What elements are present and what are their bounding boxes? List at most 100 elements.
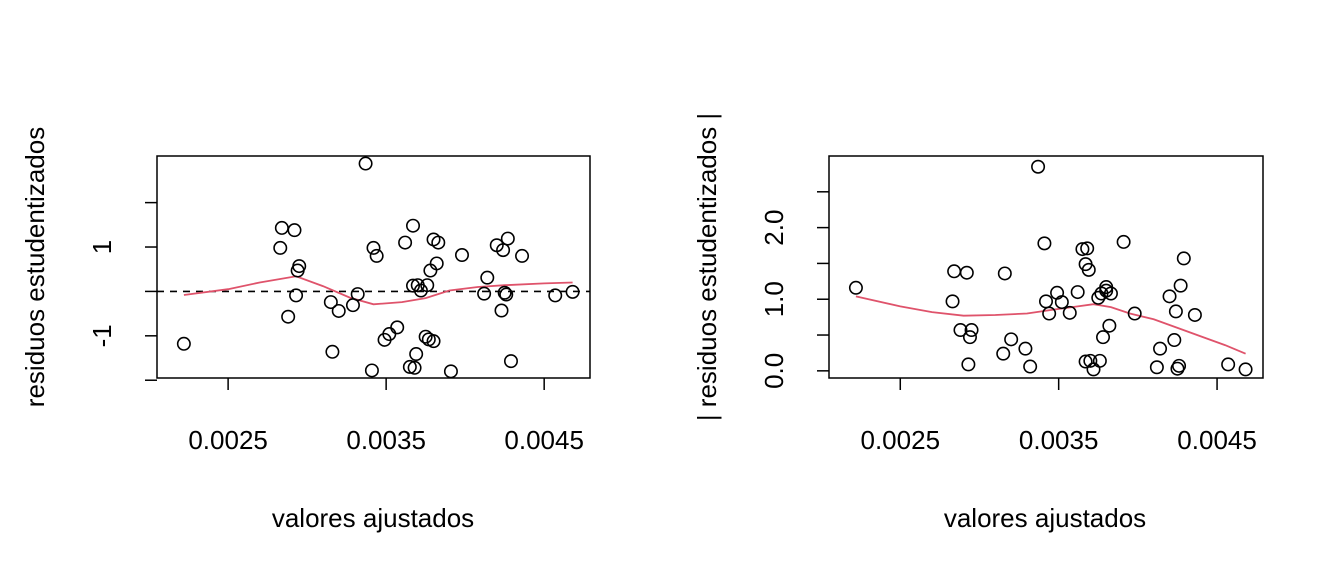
- data-point: [503, 354, 518, 369]
- data-point: [443, 364, 458, 379]
- data-point: [325, 344, 340, 359]
- data-point: [369, 248, 384, 263]
- data-point: [1091, 290, 1106, 305]
- data-point: [418, 329, 433, 344]
- data-point: [1172, 358, 1187, 373]
- data-point: [962, 330, 977, 345]
- x-tick-label: 0.0045: [504, 425, 584, 455]
- data-point: [331, 303, 346, 318]
- data-point: [1103, 286, 1118, 301]
- data-point: [366, 240, 381, 255]
- data-point: [548, 288, 563, 303]
- data-point: [497, 285, 512, 300]
- data-point: [398, 235, 413, 250]
- data-point: [1070, 285, 1085, 300]
- data-point: [953, 323, 968, 338]
- data-point: [431, 235, 446, 250]
- data-point: [1167, 333, 1182, 348]
- data-point: [1153, 341, 1168, 356]
- x-tick-label: 0.0035: [346, 425, 426, 455]
- data-point: [945, 294, 960, 309]
- data-point: [323, 295, 338, 310]
- x-tick-label: 0.0035: [1019, 425, 1099, 455]
- y-tick-label: 1.0: [759, 281, 789, 317]
- data-point: [287, 223, 302, 238]
- x-tick-label: 0.0025: [188, 425, 268, 455]
- x-axis: 0.0025 0.0035 0.0045: [188, 378, 584, 455]
- y-tick-label: -1: [87, 324, 117, 347]
- data-point: [1080, 241, 1095, 256]
- y-tick-label: 2.0: [759, 210, 789, 246]
- data-point: [1075, 242, 1090, 257]
- panel-abs-residuals: 0.0025 0.0035 0.0045 0.0 1.0 2.0 valores aju…: [692, 113, 1264, 533]
- smooth-line-group: [855, 295, 1246, 355]
- data-point: [1149, 360, 1164, 375]
- data-point: [565, 284, 580, 299]
- y-axis-title: | residuos estudentizados |: [692, 113, 722, 421]
- data-point: [350, 287, 365, 302]
- data-point: [273, 240, 288, 255]
- x-tick-label: 0.0025: [861, 425, 941, 455]
- data-point: [499, 287, 514, 302]
- data-point: [1096, 330, 1111, 345]
- data-point: [947, 264, 962, 279]
- data-point: [358, 156, 373, 171]
- y-axis: 0.0 1.0 2.0: [759, 191, 829, 389]
- data-point: [1086, 362, 1101, 377]
- data-point: [390, 320, 405, 335]
- data-point: [500, 231, 515, 246]
- smooth-line-group: [183, 275, 573, 306]
- data-point: [959, 265, 974, 280]
- data-point: [1054, 295, 1069, 310]
- data-point: [406, 278, 421, 293]
- data-point: [961, 357, 976, 372]
- data-point: [1031, 159, 1046, 174]
- data-point: [407, 360, 422, 375]
- data-point: [1238, 362, 1253, 377]
- y-axis-title: residuos estudentizados: [20, 127, 50, 407]
- data-point: [1039, 294, 1054, 309]
- data-point: [1092, 353, 1107, 368]
- data-point: [480, 270, 495, 285]
- data-point: [176, 336, 191, 351]
- data-point: [1023, 359, 1038, 374]
- panel-residuals: 0.0025 0.0035 0.0045 -1 1 valores ajustados…: [20, 127, 591, 533]
- data-point: [494, 303, 509, 318]
- data-point: [406, 218, 421, 233]
- data-point: [429, 256, 444, 271]
- data-point: [496, 243, 511, 258]
- y-tick-label: 1: [87, 240, 117, 254]
- data-point: [1102, 318, 1117, 333]
- data-point: [292, 259, 307, 274]
- data-point: [1081, 262, 1096, 277]
- data-point: [1004, 332, 1019, 347]
- data-point: [1037, 236, 1052, 251]
- x-axis-title: valores ajustados: [272, 503, 474, 533]
- data-point: [1062, 305, 1077, 320]
- data-point: [426, 334, 441, 349]
- data-point: [1187, 307, 1202, 322]
- smooth-line: [183, 275, 573, 306]
- data-point: [964, 323, 979, 338]
- data-point: [1042, 306, 1057, 321]
- y-axis: -1 1: [87, 201, 157, 381]
- x-tick-label: 0.0045: [1177, 425, 1257, 455]
- data-point: [477, 286, 492, 301]
- data-point: [848, 280, 863, 295]
- data-point: [997, 266, 1012, 281]
- data-point: [402, 359, 417, 374]
- plot-box: [828, 155, 1264, 379]
- data-point: [289, 288, 304, 303]
- smooth-line: [855, 295, 1246, 355]
- data-point: [1162, 289, 1177, 304]
- data-point: [1221, 357, 1236, 372]
- x-axis: 0.0025 0.0035 0.0045: [861, 378, 1257, 455]
- data-point: [515, 248, 530, 263]
- data-point: [1116, 234, 1131, 249]
- x-axis-title: valores ajustados: [944, 503, 1146, 533]
- data-point: [1078, 354, 1093, 369]
- data-point: [1018, 341, 1033, 356]
- y-tick-label: 0.0: [759, 353, 789, 389]
- data-point: [996, 346, 1011, 361]
